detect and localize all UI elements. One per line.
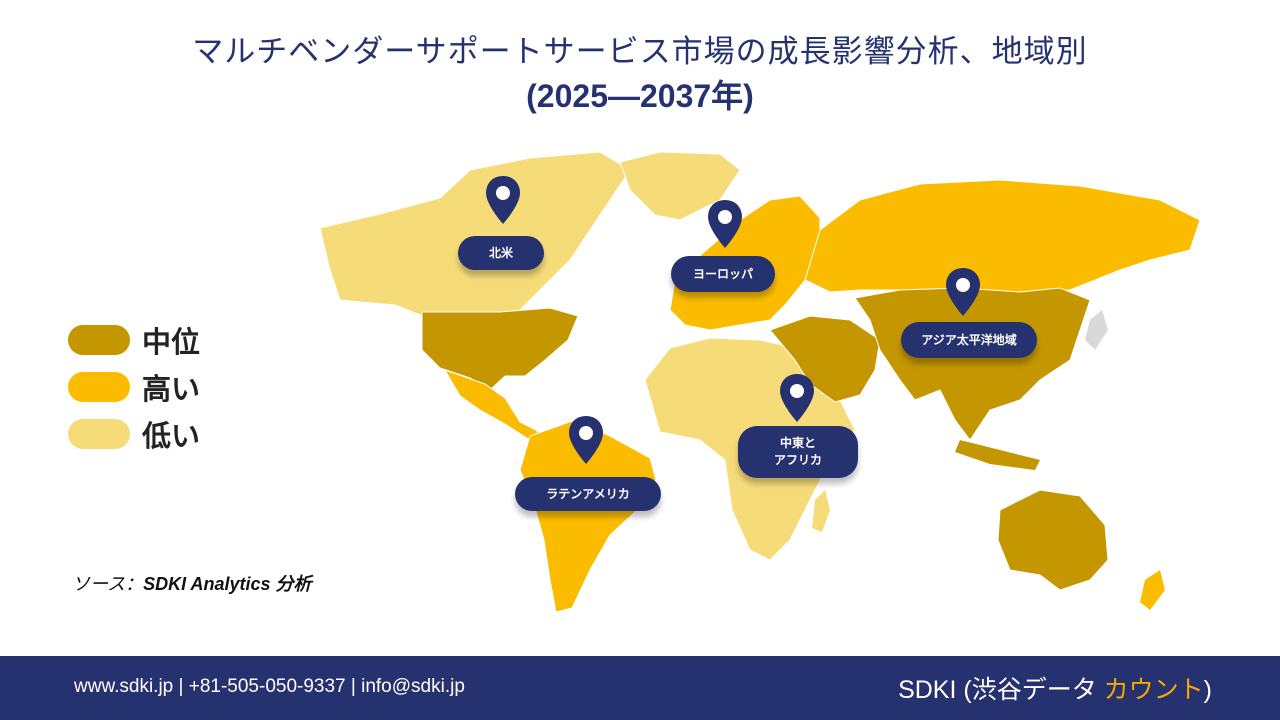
usa-region[interactable] (421, 307, 579, 391)
madagascar-region[interactable] (812, 490, 830, 532)
europe-pin-icon[interactable] (705, 198, 745, 250)
russia-region[interactable] (804, 179, 1201, 293)
brand-close: ) (1203, 676, 1212, 704)
footer: www.sdki.jp | +81-505-050-9337 | info@sd… (0, 656, 1280, 720)
japan-region[interactable] (1085, 310, 1108, 350)
source-prefix: ソース： (72, 574, 144, 594)
middle-east-africa-label-line-2: アフリカ (773, 453, 822, 467)
middle-east-region[interactable] (769, 315, 881, 403)
asia-pacific-pin-icon[interactable] (943, 266, 983, 318)
latin-america-pin-icon[interactable] (566, 414, 606, 466)
legend-item-mid: 中位 (68, 316, 200, 363)
source-note: ソース：SDKI Analytics 分析 (72, 570, 311, 596)
legend-label-low: 低い (142, 418, 201, 453)
latin-america-label[interactable]: ラテンアメリカ (515, 477, 661, 511)
legend-swatch-high (68, 371, 130, 402)
north-america-label[interactable]: 北米 (458, 236, 544, 270)
legend-label-mid: 中位 (142, 324, 201, 359)
greenland-region[interactable] (619, 151, 741, 221)
page-title: マルチベンダーサポートサービス市場の成長影響分析、地域別 (2025—2037年… (0, 30, 1280, 118)
asia-pacific-label[interactable]: アジア太平洋地域 (901, 322, 1037, 358)
middle-east-africa-label[interactable]: 中東と アフリカ (738, 426, 858, 478)
new-zealand-region[interactable] (1140, 570, 1165, 610)
legend-swatch-mid (68, 324, 130, 355)
title-line-2: (2025—2037年) (526, 78, 754, 114)
legend-swatch-low (68, 418, 130, 449)
brand-logo: SDKI (渋谷データ カウント) (898, 670, 1212, 706)
middle-east-africa-pin-icon[interactable] (777, 372, 817, 424)
contact-info[interactable]: www.sdki.jp | +81-505-050-9337 | info@sd… (74, 676, 465, 697)
australia-region[interactable] (997, 489, 1109, 591)
sea-islands-region[interactable] (955, 440, 1040, 470)
middle-east-africa-label-line-1: 中東と (779, 436, 816, 450)
legend-item-low: 低い (68, 410, 200, 457)
legend: 中位 高い 低い (68, 316, 200, 457)
source-text: SDKI Analytics 分析 (143, 574, 312, 594)
world-map (319, 151, 1201, 613)
legend-label-high: 高い (142, 371, 201, 406)
legend-item-high: 高い (68, 363, 200, 410)
south-america-region[interactable] (519, 419, 657, 613)
brand-main: SDKI (渋谷データ (898, 676, 1104, 704)
north-america-pin-icon[interactable] (483, 174, 523, 226)
title-line-1: マルチベンダーサポートサービス市場の成長影響分析、地域別 (192, 34, 1088, 70)
europe-label[interactable]: ヨーロッパ (671, 256, 775, 292)
brand-accent: カウント (1103, 676, 1204, 704)
